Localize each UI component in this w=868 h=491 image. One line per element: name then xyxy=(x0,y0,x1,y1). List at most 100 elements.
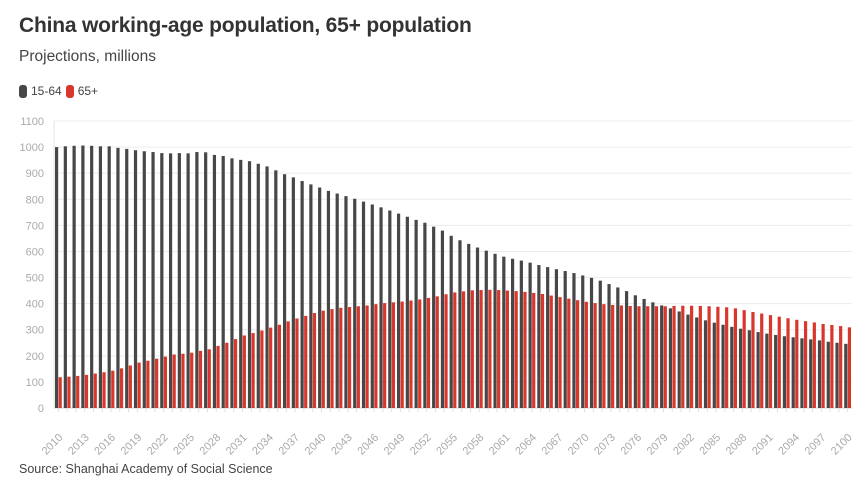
bar-15-64-2100[interactable] xyxy=(844,343,848,408)
bar-65-plus-2039[interactable] xyxy=(312,313,317,408)
bar-15-64-2078[interactable] xyxy=(651,302,655,408)
bar-65-plus-2045[interactable] xyxy=(365,305,369,408)
bar-65-plus-2071[interactable] xyxy=(593,303,597,408)
bar-65-plus-2013[interactable] xyxy=(84,374,89,408)
bar-15-64-2066[interactable] xyxy=(546,267,550,408)
bar-65-plus-2026[interactable] xyxy=(198,350,203,408)
bar-15-64-2085[interactable] xyxy=(712,322,716,408)
bar-15-64-2098[interactable] xyxy=(826,341,830,408)
bar-15-64-2048[interactable] xyxy=(388,210,392,408)
bar-65-plus-2038[interactable] xyxy=(304,315,308,408)
bar-15-64-2018[interactable] xyxy=(125,148,129,409)
bar-65-plus-2091[interactable] xyxy=(768,315,773,408)
bar-65-plus-2078[interactable] xyxy=(654,306,659,408)
bar-15-64-2028[interactable] xyxy=(212,154,217,408)
bar-15-64-2059[interactable] xyxy=(484,250,488,408)
bar-15-64-2031[interactable] xyxy=(239,159,243,408)
bar-15-64-2013[interactable] xyxy=(81,145,85,408)
bar-15-64-2015[interactable] xyxy=(98,146,103,408)
bar-15-64-2096[interactable] xyxy=(809,339,813,408)
bar-15-64-2082[interactable] xyxy=(686,314,690,408)
bar-15-64-2086[interactable] xyxy=(721,324,725,408)
bar-15-64-2090[interactable] xyxy=(756,332,760,408)
bar-15-64-2011[interactable] xyxy=(63,146,67,408)
bar-15-64-2012[interactable] xyxy=(72,145,76,409)
bar-65-plus-2027[interactable] xyxy=(207,349,211,408)
bar-65-plus-2011[interactable] xyxy=(67,376,71,408)
bar-15-64-2099[interactable] xyxy=(835,342,839,408)
bar-65-plus-2065[interactable] xyxy=(540,293,545,408)
bar-65-plus-2074[interactable] xyxy=(619,305,624,408)
bar-65-plus-2030[interactable] xyxy=(233,339,238,408)
bar-15-64-2038[interactable] xyxy=(300,181,304,408)
bar-65-plus-2066[interactable] xyxy=(549,295,553,408)
bar-65-plus-2089[interactable] xyxy=(751,311,755,408)
bar-65-plus-2019[interactable] xyxy=(137,362,141,408)
bar-15-64-2077[interactable] xyxy=(642,298,646,408)
bar-15-64-2030[interactable] xyxy=(230,158,234,408)
bar-65-plus-2041[interactable] xyxy=(330,309,334,408)
bar-15-64-2089[interactable] xyxy=(747,330,751,408)
bar-15-64-2083[interactable] xyxy=(695,317,699,408)
bar-65-plus-2053[interactable] xyxy=(435,296,439,408)
bar-65-plus-2042[interactable] xyxy=(339,307,343,408)
bar-15-64-2043[interactable] xyxy=(344,196,348,408)
bar-65-plus-2096[interactable] xyxy=(812,322,816,408)
bar-15-64-2084[interactable] xyxy=(703,320,708,408)
bar-15-64-2068[interactable] xyxy=(563,271,567,408)
bar-65-plus-2083[interactable] xyxy=(698,305,702,408)
bar-15-64-2046[interactable] xyxy=(370,204,374,408)
bar-65-plus-2085[interactable] xyxy=(716,306,720,408)
bar-15-64-2010[interactable] xyxy=(54,147,59,408)
bar-65-plus-2015[interactable] xyxy=(102,372,106,408)
bar-15-64-2065[interactable] xyxy=(537,265,541,408)
bar-65-plus-2049[interactable] xyxy=(400,301,404,408)
bar-65-plus-2048[interactable] xyxy=(391,302,396,408)
bar-15-64-2055[interactable] xyxy=(449,235,453,408)
bar-65-plus-2020[interactable] xyxy=(146,360,150,408)
bar-15-64-2053[interactable] xyxy=(432,226,436,408)
bar-15-64-2095[interactable] xyxy=(800,338,804,408)
bar-65-plus-2058[interactable] xyxy=(479,290,483,408)
bar-15-64-2091[interactable] xyxy=(765,333,769,408)
bar-15-64-2029[interactable] xyxy=(221,155,225,408)
bar-15-64-2087[interactable] xyxy=(730,326,734,408)
bar-65-plus-2097[interactable] xyxy=(821,323,825,408)
bar-15-64-2074[interactable] xyxy=(616,287,620,408)
bar-65-plus-2057[interactable] xyxy=(470,290,474,408)
bar-15-64-2022[interactable] xyxy=(160,153,164,408)
bar-65-plus-2022[interactable] xyxy=(163,356,168,408)
bar-65-plus-2051[interactable] xyxy=(418,299,422,408)
bar-65-plus-2090[interactable] xyxy=(760,313,764,408)
bar-65-plus-2034[interactable] xyxy=(269,327,273,408)
bar-65-plus-2014[interactable] xyxy=(93,373,97,408)
bar-65-plus-2036[interactable] xyxy=(286,321,290,408)
bar-15-64-2034[interactable] xyxy=(265,166,269,408)
bar-65-plus-2029[interactable] xyxy=(225,342,229,408)
bar-65-plus-2031[interactable] xyxy=(242,335,246,408)
bar-15-64-2076[interactable] xyxy=(633,295,637,408)
bar-15-64-2081[interactable] xyxy=(677,311,681,408)
bar-15-64-2041[interactable] xyxy=(326,190,331,408)
bar-65-plus-2084[interactable] xyxy=(707,306,711,408)
bar-15-64-2097[interactable] xyxy=(817,340,822,408)
bar-65-plus-2025[interactable] xyxy=(190,352,194,408)
bar-15-64-2023[interactable] xyxy=(168,153,173,408)
bar-15-64-2079[interactable] xyxy=(660,305,664,408)
bar-65-plus-2073[interactable] xyxy=(611,304,615,408)
bar-15-64-2051[interactable] xyxy=(414,219,418,408)
bar-15-64-2049[interactable] xyxy=(396,213,401,408)
bar-15-64-2064[interactable] xyxy=(528,262,532,408)
bar-15-64-2075[interactable] xyxy=(624,291,629,408)
bar-65-plus-2044[interactable] xyxy=(356,306,360,408)
bar-65-plus-2033[interactable] xyxy=(260,330,264,408)
bar-65-plus-2024[interactable] xyxy=(181,353,185,408)
bar-15-64-2054[interactable] xyxy=(440,230,445,408)
bar-15-64-2061[interactable] xyxy=(502,256,506,408)
bar-65-plus-2092[interactable] xyxy=(777,316,781,408)
bar-15-64-2042[interactable] xyxy=(335,193,339,408)
bar-15-64-2080[interactable] xyxy=(668,308,673,408)
bar-65-plus-2010[interactable] xyxy=(58,377,62,408)
bar-15-64-2019[interactable] xyxy=(133,150,138,408)
bar-65-plus-2017[interactable] xyxy=(119,368,124,408)
